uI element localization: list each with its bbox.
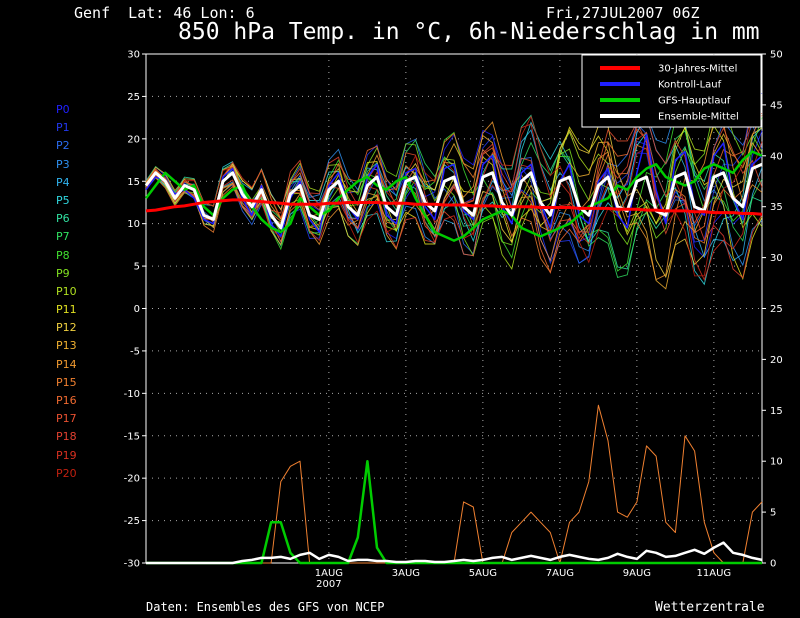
- y-right-tick-label: 45: [770, 100, 783, 111]
- y-left-axis: 30 25 20 15 10 5 0 -5 -10 -15 -20 -25 -30: [124, 50, 146, 570]
- y-left-tick-label: 25: [127, 92, 140, 103]
- member-label: P10: [56, 284, 77, 298]
- member-label: P13: [56, 339, 77, 353]
- y-left-tick-label: 0: [134, 304, 140, 315]
- y-right-tick-label: 5: [770, 508, 776, 519]
- member-legend: P0 P1 P2 P3 P4 P5 P6 P7 P8 P9 P10 P11 P12 P13 P14 P15 P1…: [56, 101, 77, 483]
- member-label: P12: [56, 321, 77, 335]
- data-source: Daten: Ensembles des GFS von NCEP: [146, 600, 385, 614]
- member-temp-line: [145, 123, 763, 281]
- member-label: P0: [56, 103, 70, 116]
- member-temp-line: [145, 114, 763, 270]
- y-left-tick-label: -15: [124, 431, 140, 442]
- member-label: P4: [56, 175, 70, 189]
- ensemble-mittel-line: [144, 162, 763, 230]
- member-label: P1: [56, 121, 70, 135]
- member-label: P9: [56, 266, 70, 280]
- member-label: P18: [56, 430, 77, 444]
- x-tick-label: 11AUG: [697, 568, 732, 579]
- date-label: Fri,27JUL2007 06Z: [546, 4, 700, 22]
- member-temp-line: [145, 120, 763, 281]
- y-right-tick-label: 15: [770, 406, 783, 417]
- member-label: P15: [56, 375, 77, 389]
- member-label: P20: [56, 466, 77, 480]
- member-temp-line: [145, 121, 763, 257]
- brand-label: Wetterzentrale: [655, 600, 765, 615]
- x-tick-label: 7AUG: [546, 568, 574, 579]
- y-left-tick-label: 5: [134, 262, 140, 273]
- x-tick-sublabel: 2007: [316, 579, 341, 590]
- ensemble-mittel-niederschlag-line: [146, 541, 763, 565]
- y-left-tick-label: -25: [124, 516, 140, 527]
- chart-title: 850 hPa Temp. in °C, 6h-Niederschlag in …: [178, 19, 760, 45]
- location-label: Genf Lat: 46 Lon: 6: [74, 4, 255, 22]
- y-right-tick-label: 35: [770, 202, 783, 213]
- y-left-tick-label: -20: [124, 474, 140, 485]
- member-temp-line: [145, 103, 763, 257]
- kontroll-lauf-line: [145, 133, 763, 238]
- y-right-tick-label: 30: [770, 253, 783, 264]
- y-left-tick-label: 30: [127, 50, 140, 61]
- member-label: P2: [56, 139, 70, 153]
- legend-label: 30-Jahres-Mittel: [658, 64, 737, 75]
- 30-jahres-mittel-line: [145, 198, 763, 216]
- member-temp-line: [145, 133, 763, 290]
- member-label: P6: [56, 212, 70, 226]
- member-label: P16: [56, 394, 77, 407]
- y-left-tick-label: 20: [127, 134, 140, 145]
- member-label: P11: [56, 303, 77, 317]
- y-right-tick-label: 20: [770, 355, 783, 366]
- member-label: P19: [56, 448, 77, 462]
- y-left-tick-label: 15: [127, 177, 140, 188]
- y-right-tick-label: 0: [770, 559, 776, 570]
- x-tick-label: 5AUG: [469, 568, 497, 579]
- member-label: P3: [56, 157, 70, 171]
- y-left-tick-label: -10: [124, 389, 140, 400]
- y-right-tick-label: 10: [770, 457, 783, 468]
- y-left-tick-label: -30: [124, 559, 140, 570]
- member-label: P5: [56, 193, 70, 207]
- legend-label: GFS-Hauptlauf: [658, 96, 731, 107]
- einzelmitglieder-niederschlag-auswahl--line: [146, 404, 763, 564]
- member-label: P7: [56, 230, 70, 244]
- member-label: P17: [56, 412, 77, 426]
- member-label: P8: [56, 248, 70, 262]
- y-left-tick-label: 10: [127, 219, 140, 230]
- x-tick-label: 9AUG: [623, 568, 651, 579]
- member-temp-line: [145, 125, 763, 270]
- y-right-tick-label: 25: [770, 304, 783, 315]
- gfs-hauptlauf-niederschlag-line: [146, 459, 762, 565]
- member-label: P14: [56, 357, 77, 371]
- legend-box: 30-Jahres-Mittel Kontroll-Lauf GFS-Hauptla…: [581, 54, 762, 128]
- x-tick-label: 3AUG: [392, 568, 420, 579]
- y-right-tick-label: 50: [770, 50, 783, 61]
- x-tick-label: 1AUG: [315, 568, 343, 579]
- y-left-tick-label: -5: [130, 346, 140, 357]
- legend-label: Kontroll-Lauf: [658, 80, 722, 91]
- y-right-tick-label: 40: [770, 151, 783, 162]
- grid: [146, 54, 762, 563]
- main-series: [144, 133, 763, 565]
- legend-label: Ensemble-Mittel: [658, 112, 739, 123]
